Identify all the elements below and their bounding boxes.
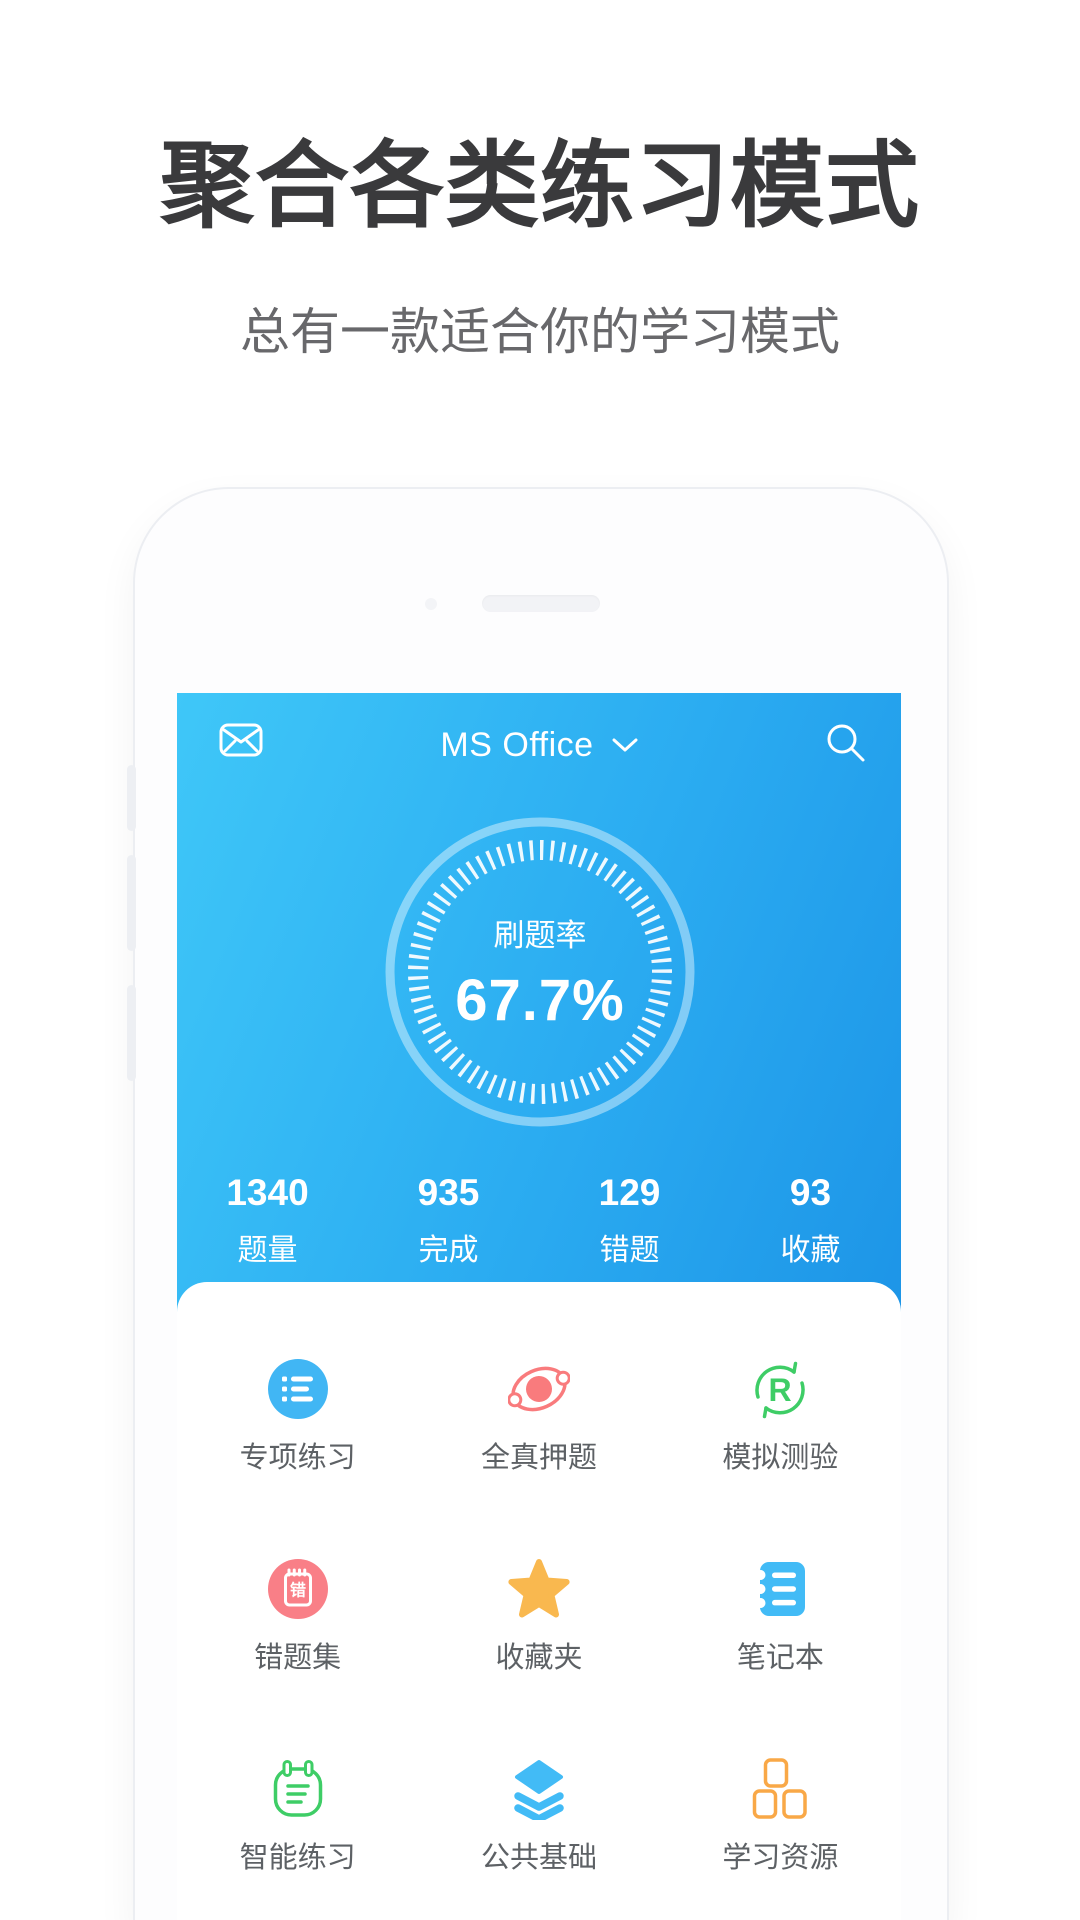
feature-mock-test[interactable]: R 模拟测验	[660, 1312, 901, 1512]
stat-label: 错题	[599, 1234, 660, 1267]
progress-label: 刷题率	[493, 918, 587, 953]
feature-grid: 专项练习 全真押题	[177, 1312, 901, 1912]
app-header: MS Office	[177, 713, 901, 777]
feature-label: 专项练习	[239, 1442, 356, 1474]
stats-row: 1340 题量 935 完成 129 错题 93 收藏	[177, 1171, 901, 1269]
stat-value: 935	[417, 1172, 480, 1213]
refresh-r-letter: R	[769, 1372, 792, 1408]
feature-label: 公共基础	[480, 1842, 597, 1874]
stat-total: 1340 题量	[177, 1171, 358, 1269]
app-screen: MS Office 刷题率 67.7%	[177, 693, 901, 1920]
star-icon	[508, 1559, 570, 1618]
search-icon	[827, 724, 865, 762]
hero-title: 聚合各类练习模式	[159, 133, 920, 238]
course-title: MS Office	[440, 725, 594, 764]
layers-icon	[514, 1760, 564, 1820]
refresh-r-icon: R	[755, 1361, 806, 1419]
smart-notepad-icon	[273, 1760, 322, 1817]
stat-wrong: 129 错题	[539, 1171, 720, 1269]
squares-icon	[753, 1758, 808, 1819]
stat-value: 1340	[226, 1172, 309, 1213]
messages-button[interactable]	[219, 723, 263, 759]
stat-label: 完成	[418, 1234, 479, 1267]
feature-study-resources[interactable]: 学习资源	[660, 1712, 901, 1912]
volume-up-button	[127, 855, 136, 951]
feature-label: 智能练习	[239, 1842, 356, 1874]
feature-public-basics[interactable]: 公共基础	[418, 1712, 659, 1912]
feature-notebook[interactable]: 笔记本	[660, 1512, 901, 1712]
orbit-icon	[507, 1366, 570, 1412]
mail-icon	[219, 723, 263, 757]
stat-favorites: 93 收藏	[720, 1171, 901, 1269]
feature-label: 收藏夹	[495, 1642, 583, 1674]
stat-label: 收藏	[780, 1234, 841, 1267]
feature-smart-practice[interactable]: 智能练习	[177, 1712, 418, 1912]
progress-readout: 刷题率 67.7%	[370, 802, 710, 1142]
progress-value: 67.7%	[455, 968, 625, 1033]
progress-ring	[385, 817, 695, 1127]
phone-mockup: MS Office 刷题率 67.7%	[127, 487, 949, 1920]
stat-done: 935 完成	[358, 1171, 539, 1269]
stat-label: 题量	[237, 1234, 298, 1267]
search-button[interactable]	[823, 721, 869, 767]
feature-favorites[interactable]: 收藏夹	[418, 1512, 659, 1712]
wrong-notepad-icon: 错	[267, 1559, 328, 1619]
stat-value: 129	[598, 1172, 661, 1213]
feature-label: 笔记本	[736, 1642, 824, 1674]
feature-label: 全真押题	[480, 1442, 597, 1474]
blue-dashboard-background	[177, 693, 901, 1313]
chevron-down-icon	[612, 738, 638, 752]
mute-switch	[127, 765, 136, 831]
front-camera	[425, 598, 437, 610]
feature-wrong-collection[interactable]: 错 错题集	[177, 1512, 418, 1712]
hero-subtitle: 总有一款适合你的学习模式	[240, 304, 840, 360]
feature-special-practice[interactable]: 专项练习	[177, 1312, 418, 1512]
volume-down-button	[127, 985, 136, 1081]
list-circle-icon	[267, 1359, 328, 1419]
course-selector[interactable]: MS Office	[177, 713, 901, 777]
feature-real-exam[interactable]: 全真押题	[418, 1312, 659, 1512]
wrong-character: 错	[290, 1581, 306, 1600]
feature-label: 错题集	[254, 1642, 342, 1674]
notebook-icon	[755, 1562, 806, 1616]
earpiece-speaker	[482, 595, 600, 612]
feature-card: 专项练习 全真押题	[177, 1282, 901, 1920]
feature-label: 模拟测验	[722, 1442, 839, 1474]
stat-value: 93	[789, 1172, 832, 1213]
feature-label: 学习资源	[722, 1842, 839, 1874]
